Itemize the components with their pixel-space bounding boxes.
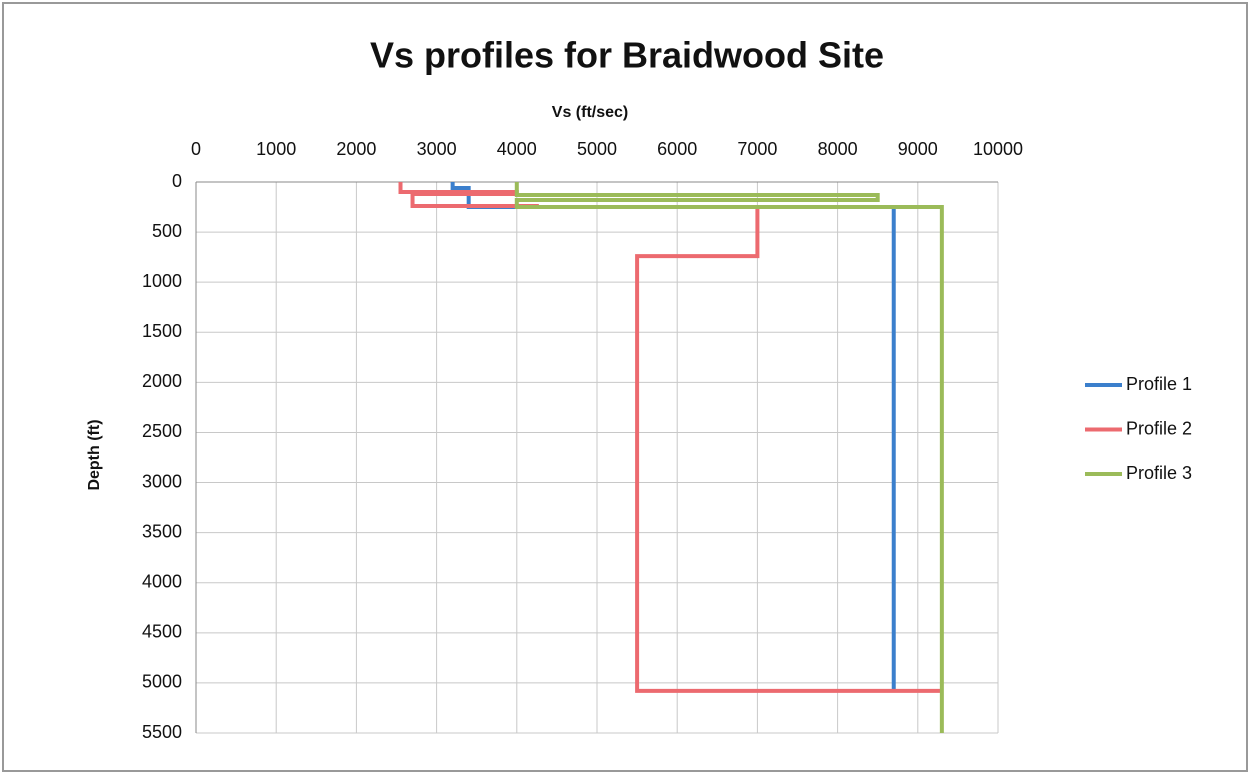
legend-label: Profile 1	[1126, 374, 1192, 394]
series-line	[450, 182, 896, 690]
y-tick-label: 5000	[142, 672, 182, 692]
y-tick-label: 5500	[142, 722, 182, 742]
y-tick-label: 4500	[142, 622, 182, 642]
y-tick-label: 2500	[142, 421, 182, 441]
series-line	[514, 182, 944, 733]
x-tick-label: 3000	[417, 139, 457, 159]
x-tick-label: 10000	[973, 139, 1023, 159]
y-tick-label: 2000	[142, 371, 182, 391]
y-tick-label: 1500	[142, 321, 182, 341]
x-tick-label: 1000	[256, 139, 296, 159]
x-tick-label: 4000	[497, 139, 537, 159]
x-tick-label: 5000	[577, 139, 617, 159]
y-tick-label: 3000	[142, 471, 182, 491]
legend-label: Profile 2	[1126, 418, 1192, 438]
y-axis-title: Depth (ft)	[86, 419, 103, 490]
y-tick-label: 1000	[142, 271, 182, 291]
x-tick-label: 9000	[898, 139, 938, 159]
chart-title: Vs profiles for Braidwood Site	[370, 35, 884, 76]
y-tick-label: 0	[172, 171, 182, 191]
x-tick-label: 8000	[818, 139, 858, 159]
y-tick-label: 500	[152, 221, 182, 241]
x-tick-label: 7000	[737, 139, 777, 159]
x-tick-label: 2000	[336, 139, 376, 159]
y-tick-label: 4000	[142, 571, 182, 591]
x-tick-label: 6000	[657, 139, 697, 159]
x-axis-title: Vs (ft/sec)	[552, 104, 628, 121]
y-tick-label: 3500	[142, 521, 182, 541]
legend-label: Profile 3	[1126, 463, 1192, 483]
x-tick-label: 0	[191, 139, 201, 159]
